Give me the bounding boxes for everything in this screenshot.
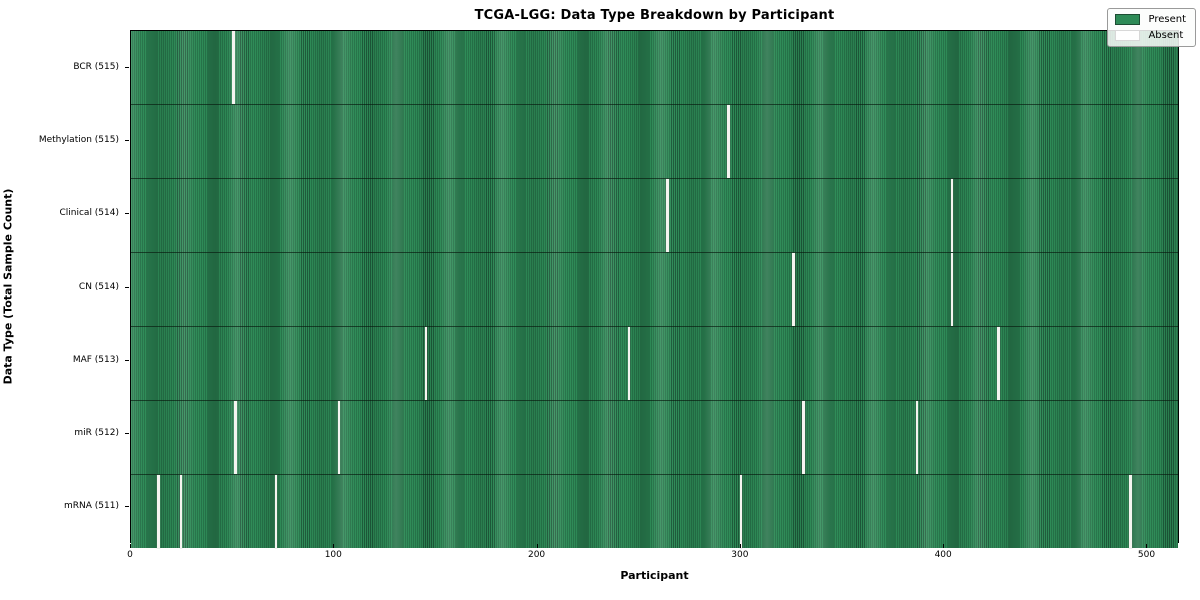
x-tick-label: 0 [127, 550, 133, 560]
absent-marker [997, 327, 1000, 400]
y-tick-mark [125, 213, 129, 215]
y-tick-label-cn: CN (514) [78, 281, 119, 292]
legend-item-present: Present [1115, 14, 1186, 25]
absent-marker [1129, 475, 1132, 548]
legend-swatch-present [1115, 14, 1141, 25]
x-tick-mark [1146, 544, 1148, 548]
absent-marker [802, 401, 805, 474]
x-tick-mark [333, 544, 335, 548]
y-tick-label-maf: MAF (513) [72, 354, 119, 365]
y-tick-mark [125, 359, 129, 361]
legend-label: Present [1148, 14, 1186, 25]
legend-item-absent: Absent [1115, 30, 1186, 41]
absent-marker [739, 475, 742, 548]
y-tick-mark [125, 66, 129, 68]
absent-marker [425, 327, 428, 400]
legend: Present Absent [1107, 8, 1196, 47]
x-tick-label: 200 [527, 550, 546, 560]
absent-marker [232, 31, 235, 104]
absent-marker [916, 401, 919, 474]
absent-marker [234, 401, 237, 474]
x-tick-label: 500 [1137, 550, 1156, 560]
absent-marker [627, 327, 631, 400]
row-mrna [131, 474, 1178, 548]
absent-marker [950, 179, 953, 252]
y-axis-ticks: BCR (515) Methylation (515) Clinical (514)… [0, 30, 130, 543]
y-tick-mark [125, 506, 129, 508]
y-tick-mark [125, 286, 129, 288]
absent-marker [950, 253, 953, 326]
row-cn [131, 252, 1178, 326]
x-tick-mark [130, 544, 131, 548]
absent-marker [337, 401, 341, 474]
legend-label: Absent [1148, 30, 1184, 41]
y-tick-label-clinical: Clinical (514) [59, 208, 119, 219]
row-maf [131, 326, 1178, 400]
absent-marker [727, 105, 730, 178]
absent-marker [179, 475, 182, 548]
absent-marker [274, 475, 278, 548]
y-tick-mark [125, 139, 129, 141]
x-tick-mark [536, 544, 538, 548]
legend-swatch-absent [1115, 30, 1141, 41]
row-clinical [131, 178, 1178, 252]
y-tick-label-bcr: BCR (515) [73, 61, 119, 72]
absent-marker [157, 475, 160, 548]
chart-title: TCGA-LGG: Data Type Breakdown by Partici… [474, 8, 835, 23]
row-methylation [131, 104, 1178, 178]
row-bcr [131, 31, 1178, 104]
x-tick-label: 400 [934, 550, 952, 560]
y-tick-label-mir: miR (512) [74, 428, 119, 439]
plot-area [130, 30, 1179, 548]
x-axis-label: Participant [620, 569, 689, 582]
absent-marker [792, 253, 795, 326]
x-tick-label: 100 [324, 550, 342, 560]
y-tick-label-mrna: mRNA (511) [64, 501, 119, 512]
x-tick-label: 300 [731, 550, 749, 560]
y-tick-mark [125, 433, 129, 435]
x-tick-mark [943, 544, 945, 548]
absent-marker [666, 179, 669, 252]
x-axis-ticks: 0 100 200 300 400 500 [127, 543, 1179, 563]
y-tick-label-methylation: Methylation (515) [38, 134, 119, 145]
row-mir [131, 400, 1178, 474]
x-tick-mark [739, 544, 741, 548]
